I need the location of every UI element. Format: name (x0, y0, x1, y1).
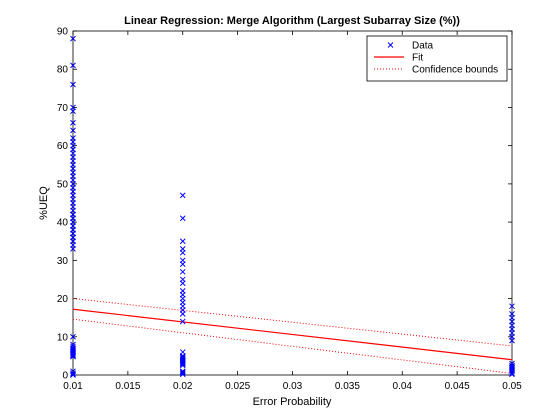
data-point (179, 369, 186, 375)
data-point (70, 370, 76, 376)
y-tick-label: 30 (57, 256, 69, 267)
data-point (70, 62, 76, 69)
data-point (70, 181, 76, 187)
data-point (509, 337, 515, 344)
data-points (70, 35, 515, 378)
data-point (179, 370, 186, 376)
chart-title: Linear Regression: Merge Algorithm (Larg… (124, 15, 460, 27)
legend-marker-data (387, 42, 394, 48)
data-point (70, 35, 76, 42)
legend-label-bounds: Confidence bounds (412, 65, 498, 76)
y-tick-label: 80 (57, 65, 69, 76)
x-axis-ticks: 0.01 0.015 0.02 0.025 0.03 0.035 0.04 0.045 0.05 (63, 31, 522, 392)
data-point (70, 353, 76, 360)
x-tick-label: 0.01 (63, 381, 83, 392)
data-point (70, 246, 76, 252)
data-point (179, 318, 186, 325)
legend-label-fit: Fit (412, 53, 423, 64)
data-point (179, 261, 186, 268)
x-tick-label: 0.02 (173, 381, 193, 392)
data-point (70, 352, 76, 358)
data-point (70, 81, 76, 88)
fit-lines (72, 298, 513, 374)
y-tick-label: 50 (57, 179, 69, 190)
x-tick-label: 0.015 (115, 381, 140, 392)
data-point (70, 226, 76, 233)
y-tick-label: 0 (62, 371, 68, 382)
data-point (70, 371, 76, 378)
data-point (70, 127, 76, 134)
legend-label-data: Data (412, 41, 434, 52)
y-tick-label: 60 (57, 141, 69, 152)
x-tick-label: 0.05 (502, 381, 522, 392)
data-point (70, 119, 76, 126)
data-point (509, 371, 515, 378)
data-point (179, 310, 186, 317)
data-point (179, 192, 186, 199)
data-point (179, 362, 186, 369)
x-tick-label: 0.03 (283, 381, 303, 392)
data-point (70, 211, 76, 218)
y-axis-label: %UEQ (38, 186, 50, 220)
data-point (179, 249, 186, 256)
data-point (70, 135, 76, 141)
plot-frame (72, 30, 513, 376)
data-point (509, 303, 515, 310)
data-point (179, 280, 186, 287)
y-tick-label: 10 (57, 332, 69, 343)
fit-line (72, 308, 513, 361)
data-point (179, 360, 186, 367)
x-tick-label: 0.045 (445, 381, 470, 392)
data-point (179, 238, 186, 245)
x-tick-label: 0.04 (393, 381, 413, 392)
data-point (70, 108, 76, 115)
data-point (179, 361, 186, 368)
y-tick-label: 90 (57, 27, 69, 38)
legend: Data Fit Confidence bounds (366, 35, 508, 82)
y-axis-ticks: 0 10 20 30 40 50 60 70 80 90 (57, 27, 512, 382)
y-tick-label: 40 (57, 218, 69, 229)
data-point (70, 333, 76, 340)
x-axis-label: Error Probability (253, 396, 332, 408)
y-tick-label: 70 (57, 103, 69, 114)
data-point (179, 268, 186, 275)
x-tick-label: 0.025 (225, 381, 250, 392)
legend-box (366, 35, 508, 82)
plot-area: 0.01 0.015 0.02 0.025 0.03 0.035 0.04 0.045 0.05… (57, 27, 522, 393)
data-point (179, 215, 186, 222)
data-point (509, 370, 515, 376)
data-point (70, 372, 76, 378)
data-point (179, 371, 186, 378)
data-point (70, 353, 76, 359)
x-tick-label: 0.035 (335, 381, 360, 392)
y-tick-label: 20 (57, 294, 69, 305)
